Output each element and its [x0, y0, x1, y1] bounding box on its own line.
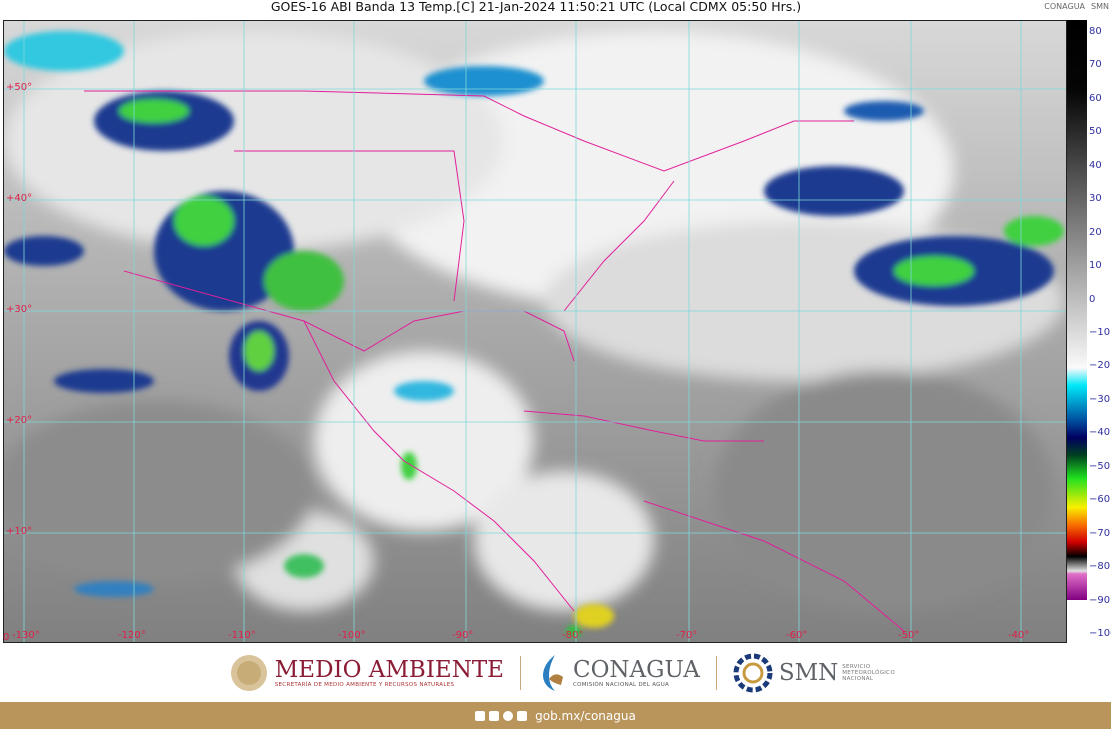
colorbar-tick-label: −60: [1089, 494, 1111, 506]
lon-label: -50°: [898, 630, 920, 641]
semarnat-logo: MEDIO AMBIENTE SECRETARÍA DE MEDIO AMBIE…: [229, 653, 504, 693]
lat-label: +20°: [6, 415, 33, 426]
lat-lon-grid: [4, 21, 1066, 642]
lat-label: +10°: [6, 526, 33, 537]
colorbar-tick-label: −50: [1089, 460, 1111, 472]
colorbar-tick-label: 30: [1089, 193, 1102, 205]
lon-label: -90°: [452, 630, 474, 641]
header-logos: CONAGUA SMN: [1044, 2, 1109, 11]
smn-title: SMN: [778, 659, 839, 686]
divider: [715, 655, 717, 690]
colorbar-tick-label: −100: [1089, 628, 1111, 639]
smn-logo: SMN SERVICIO METEOROLÓGICO NACIONAL: [733, 653, 895, 693]
lat-label: +30°: [6, 304, 33, 315]
conagua-title: CONAGUA: [572, 656, 700, 683]
instagram-icon[interactable]: [503, 710, 514, 721]
colorbar-tick-label: −30: [1089, 393, 1111, 405]
colorbar-tick-label: −40: [1089, 427, 1111, 439]
footer-bar: gob.mx/conagua: [0, 702, 1111, 729]
divider: [519, 655, 521, 690]
colorbar-tick-label: 40: [1089, 159, 1102, 171]
conagua-header-logo: CONAGUA: [1044, 2, 1086, 11]
lon-label: -120°: [118, 630, 146, 641]
footer-logos: MEDIO AMBIENTE SECRETARÍA DE MEDIO AMBIE…: [0, 643, 1111, 702]
lon-label: -70°: [676, 630, 698, 641]
colorbar-tick-label: 0: [1089, 293, 1096, 305]
colorbar-tick-label: 20: [1089, 226, 1102, 238]
colorbar-tick-label: −80: [1089, 561, 1111, 573]
satellite-imagery: [4, 21, 1066, 642]
colorbar-tick-label: −70: [1089, 527, 1111, 539]
smn-header-logo: SMN: [1091, 2, 1109, 11]
footer-url[interactable]: gob.mx/conagua: [535, 708, 636, 723]
political-borders: [84, 90, 905, 632]
lon-label: -100°: [338, 630, 366, 641]
conagua-wave-icon: [542, 654, 563, 691]
image-title: GOES-16 ABI Banda 13 Temp.[C] 21-Jan-202…: [270, 0, 802, 14]
colorbar-tick-label: 70: [1089, 59, 1102, 71]
conagua-subtitle: COMISIÓN NACIONAL DEL AGUA: [572, 681, 670, 688]
lon-label: -80°: [562, 630, 584, 641]
lat-label: +50°: [6, 82, 33, 93]
satellite-map: [3, 20, 1067, 643]
colorbar-tick-label: −10: [1089, 327, 1111, 338]
colorbar-tick-label: 10: [1089, 260, 1102, 272]
conagua-logo: CONAGUA COMISIÓN NACIONAL DEL AGUA: [537, 653, 700, 693]
cold-cloud-tops: [4, 31, 1064, 637]
lon-label: -40°: [1008, 630, 1030, 641]
mexico-seal-icon: [230, 654, 267, 691]
smn-spiral-icon: [733, 653, 773, 692]
youtube-icon[interactable]: [517, 710, 528, 721]
colorbar-tick-label: 60: [1089, 92, 1102, 104]
colorbar-tick-label: 50: [1089, 126, 1102, 138]
lon-label: -110°: [228, 630, 256, 641]
lat-label: 0: [3, 632, 10, 643]
semarnat-subtitle: SECRETARÍA DE MEDIO AMBIENTE Y RECURSOS …: [274, 681, 455, 688]
lon-label: -60°: [786, 630, 808, 641]
colorbar-tick-label: 80: [1089, 26, 1102, 37]
temperature-colorbar: [1067, 20, 1087, 604]
semarnat-title: MEDIO AMBIENTE: [274, 656, 504, 683]
twitter-icon[interactable]: [489, 710, 500, 721]
facebook-icon[interactable]: [475, 710, 486, 721]
smn-subtitle: SERVICIO METEOROLÓGICO NACIONAL: [842, 663, 895, 682]
lat-label: +40°: [6, 193, 33, 204]
lon-label: -130°: [12, 630, 40, 641]
colorbar-tick-label: −20: [1089, 360, 1111, 372]
colorbar-tick-label: −90: [1089, 594, 1111, 606]
